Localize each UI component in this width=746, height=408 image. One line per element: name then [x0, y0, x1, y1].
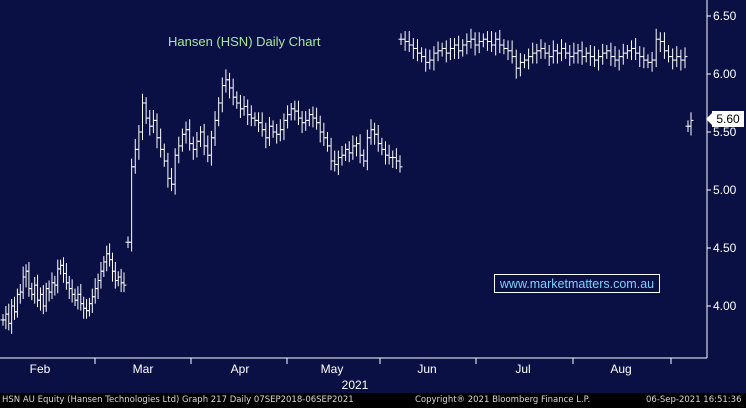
- chart-title: Hansen (HSN) Daily Chart: [168, 34, 321, 49]
- footer-right: 06-Sep-2021 16:51:36: [646, 395, 742, 405]
- y-tick-label: 5.00: [713, 183, 737, 197]
- x-tick-label: Aug: [610, 362, 631, 376]
- y-tick-label: 5.50: [713, 125, 737, 139]
- year-label: 2021: [342, 378, 369, 392]
- y-tick-label: 4.50: [713, 241, 737, 255]
- y-tick-label: 4.00: [713, 299, 737, 313]
- footer-bar: HSN AU Equity (Hansen Technologies Ltd) …: [0, 393, 746, 408]
- price-chart: 4.00 4.50 5.00 5.50 6.00 6.50 Feb Mar Apr May Jun J…: [0, 0, 737, 392]
- footer-center: Copyright® 2021 Bloomberg Finance L.P.: [415, 395, 591, 405]
- x-tick-label: Jun: [417, 362, 436, 376]
- watermark-box: www.marketmatters.com.au: [494, 274, 660, 293]
- x-tick-label: Mar: [133, 362, 154, 376]
- x-tick-label: Jul: [515, 362, 530, 376]
- x-tick-label: May: [321, 362, 344, 376]
- y-tick-label: 6.50: [713, 9, 737, 23]
- footer-left: HSN AU Equity (Hansen Technologies Ltd) …: [2, 395, 354, 405]
- last-price-label: 5.60: [706, 111, 744, 127]
- x-tick-label: Feb: [30, 362, 51, 376]
- y-tick-label: 6.00: [713, 67, 737, 81]
- x-tick-label: Apr: [231, 362, 250, 376]
